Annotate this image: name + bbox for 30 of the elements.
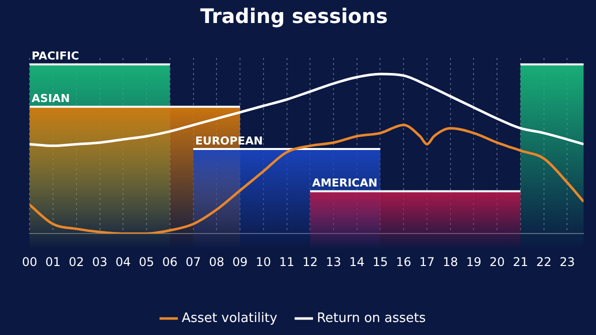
band-label: AMERICAN xyxy=(312,176,378,190)
x-tick-label: 01 xyxy=(45,254,61,269)
band-label: PACIFIC xyxy=(32,50,80,63)
x-tick-label: 15 xyxy=(372,254,388,269)
x-tick-label: 06 xyxy=(162,254,178,269)
x-tick-label: 12 xyxy=(302,254,318,269)
x-tick-label: 10 xyxy=(256,254,272,269)
x-tick-label: 04 xyxy=(115,254,131,269)
x-tick-label: 05 xyxy=(138,254,154,269)
x-tick-label: 02 xyxy=(68,254,84,269)
x-tick-label: 18 xyxy=(442,254,458,269)
x-tick-label: 22 xyxy=(536,254,552,269)
x-tick-label: 07 xyxy=(186,254,201,269)
legend-label: Return on assets xyxy=(316,310,426,326)
x-tick-label: 11 xyxy=(279,254,294,269)
x-tick-label: 19 xyxy=(466,254,482,269)
x-tick-label: 20 xyxy=(489,254,505,269)
x-tick-label: 14 xyxy=(349,254,365,269)
legend-label: Asset volatility xyxy=(182,310,278,326)
x-tick-label: 16 xyxy=(396,254,412,269)
x-tick-label: 21 xyxy=(512,254,528,269)
x-tick-label: 03 xyxy=(92,254,108,269)
x-tick-label: 00 xyxy=(22,254,38,269)
band-label: ASIAN xyxy=(32,92,70,106)
x-tick-label: 08 xyxy=(208,254,224,269)
x-tick-label: 13 xyxy=(326,254,342,269)
x-tick-label: 09 xyxy=(232,254,248,269)
chart-title: Trading sessions xyxy=(200,4,388,28)
x-tick-label: 17 xyxy=(419,254,435,269)
x-tick-label: 23 xyxy=(560,254,575,269)
